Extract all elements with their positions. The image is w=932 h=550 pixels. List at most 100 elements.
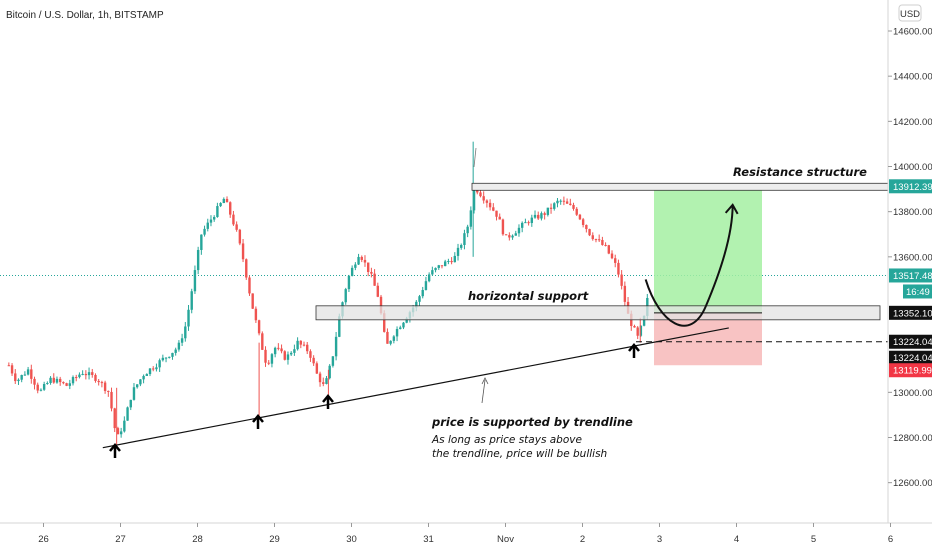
candle-body <box>450 260 453 263</box>
y-tick-label: 14600.00 <box>893 27 932 38</box>
candle-body <box>370 271 373 274</box>
candle-body <box>161 357 165 361</box>
candle-body <box>119 431 123 435</box>
support-annotation: horizontal support <box>468 289 589 303</box>
y-tick-label: 13000.00 <box>893 388 932 399</box>
candle-body <box>315 363 319 374</box>
entry-price-label-2: 13224.04 <box>889 350 932 365</box>
candle-body <box>84 373 88 376</box>
x-tick-label: 27 <box>115 534 126 545</box>
candle-body <box>14 373 17 382</box>
candle-body <box>530 217 534 224</box>
candle-body <box>39 389 43 391</box>
candle-body <box>614 258 617 263</box>
candle-body <box>633 326 636 328</box>
candle-body <box>270 354 274 364</box>
candle-body <box>196 249 200 271</box>
candle-body <box>383 313 386 332</box>
candle-body <box>20 375 23 380</box>
candle-body <box>594 239 598 241</box>
candle-body <box>145 374 149 376</box>
candle-body <box>42 383 46 390</box>
entry-price-label-bg <box>889 334 932 349</box>
candle-body <box>591 235 594 240</box>
currency-button[interactable]: USD <box>898 4 922 22</box>
candle-body <box>148 368 152 375</box>
candle-body <box>514 233 517 236</box>
countdown-text: 16:49 <box>906 287 930 298</box>
support-price-label-text: 13352.10 <box>893 308 932 319</box>
countdown-bg <box>903 284 932 299</box>
y-tick-label: 12800.00 <box>893 433 932 444</box>
candle-body <box>49 377 52 384</box>
candle-body <box>193 270 197 292</box>
candle-body <box>357 256 360 265</box>
resistance-annotation: Resistance structure <box>733 165 867 179</box>
up-arrow-head <box>628 343 640 352</box>
candle-body <box>322 382 325 384</box>
candle-body <box>91 372 94 375</box>
up-arrow-icon <box>628 343 640 358</box>
candle-body <box>71 377 75 384</box>
candle-body <box>366 262 370 272</box>
candle-body <box>373 273 376 286</box>
y-tick-label: 14400.00 <box>893 72 932 83</box>
resistance-price-label: 13912.39 <box>889 179 932 194</box>
candle-body <box>225 198 229 203</box>
candle-body <box>142 375 145 380</box>
candle-body <box>623 285 627 302</box>
candle-body <box>187 309 190 327</box>
up-arrow-icon <box>322 394 334 409</box>
candle-body <box>424 281 428 290</box>
candle-body <box>527 222 530 224</box>
candle-body <box>267 362 270 364</box>
candle-body <box>26 369 30 375</box>
candle-body <box>135 384 139 388</box>
candle-body <box>578 214 582 220</box>
candle-body <box>399 327 402 330</box>
current-price-label-text: 13517.48 <box>893 271 932 282</box>
candle-body <box>498 216 501 220</box>
annotation-pointer <box>481 379 486 404</box>
candle-body <box>437 265 440 268</box>
current-price-label: 13517.48 <box>889 268 932 283</box>
candle-body <box>171 352 174 357</box>
candle-body <box>418 296 421 302</box>
currency-label: USD <box>900 9 920 20</box>
candle-body <box>524 222 527 224</box>
candle-body <box>107 390 110 392</box>
up-arrow-icon <box>252 414 264 429</box>
up-arrow-icon <box>109 443 121 458</box>
candle-body <box>482 196 485 201</box>
candle-body <box>639 325 643 336</box>
candle-body <box>299 340 303 345</box>
candle-body <box>469 210 473 227</box>
candle-body <box>415 301 418 308</box>
candle-body <box>306 344 309 352</box>
candle-body <box>139 379 142 385</box>
candle-body <box>581 219 585 225</box>
resistance-box <box>471 182 889 191</box>
candle-body <box>286 354 290 360</box>
candle-body <box>607 245 611 254</box>
candle-body <box>216 206 219 218</box>
candle-body <box>75 377 78 379</box>
candle-body <box>334 336 338 357</box>
candle-body <box>431 270 434 275</box>
candle-body <box>58 378 62 383</box>
price-scale-labels: 13912.39 13517.48 16:49 13352.10 13224.04 132… <box>889 179 932 378</box>
candle-body <box>280 348 283 352</box>
candle-body <box>248 277 251 294</box>
candle-body <box>360 256 363 260</box>
candle-body <box>328 365 331 379</box>
candle-body <box>350 267 354 276</box>
candle-body <box>642 315 646 326</box>
candle-body <box>116 428 120 435</box>
candle-body <box>447 260 450 262</box>
candle-body <box>344 289 347 303</box>
entry-price-label-2-text: 13224.04 <box>893 353 932 364</box>
candle-body <box>232 214 235 225</box>
candle-body <box>556 200 559 204</box>
